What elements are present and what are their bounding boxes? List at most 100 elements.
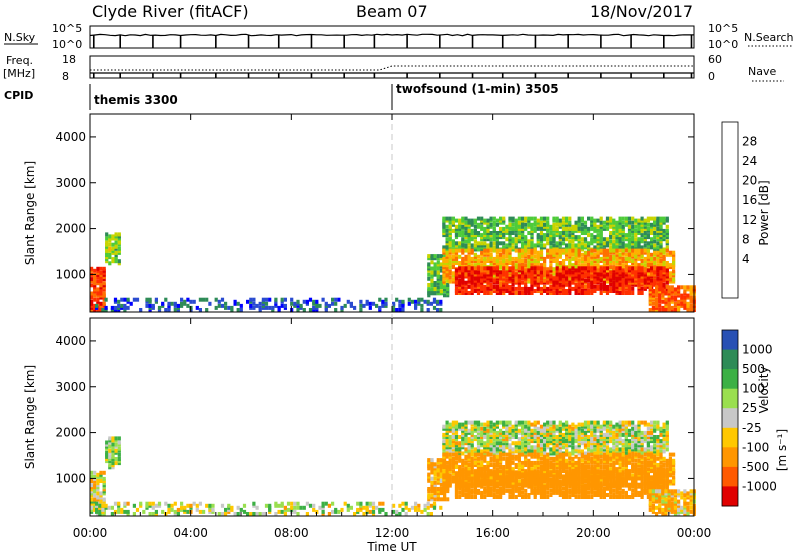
range-gate-cell: [624, 243, 628, 248]
range-gate-cell: [615, 467, 619, 472]
range-gate-cell: [615, 233, 619, 238]
range-gate-cell: [580, 428, 584, 433]
range-gate-cell: [268, 305, 272, 310]
range-gate-cell: [587, 452, 591, 457]
range-gate-cell: [439, 285, 443, 290]
range-gate-cell: [596, 239, 600, 244]
range-gate-cell: [602, 435, 606, 439]
range-gate-cell: [571, 266, 575, 271]
range-gate-cell: [527, 220, 531, 225]
range-gate-cell: [164, 308, 168, 312]
range-gate-cell: [637, 443, 641, 448]
range-gate-cell: [486, 222, 490, 227]
range-gate-cell: [631, 276, 635, 281]
range-gate-cell: [621, 426, 625, 431]
range-gate-cell: [334, 509, 338, 514]
range-gate-cell: [442, 256, 446, 261]
range-gate-cell: [439, 478, 443, 483]
range-gate-cell: [599, 477, 603, 482]
range-gate-cell: [283, 505, 287, 510]
range-gate-cell: [220, 303, 225, 308]
range-gate-cell: [96, 266, 100, 271]
range-gate-cell: [571, 463, 575, 467]
range-gate-cell: [627, 266, 632, 271]
range-gate-cell: [365, 299, 369, 304]
range-gate-cell: [499, 456, 503, 461]
range-gate-cell: [448, 216, 452, 221]
range-gate-cell: [574, 463, 578, 467]
range-gate-cell: [565, 250, 569, 255]
range-gate-cell: [568, 272, 572, 277]
range-gate-cell: [461, 224, 465, 229]
range-gate-cell: [558, 220, 562, 225]
range-gate-cell: [577, 237, 581, 242]
range-gate-cell: [486, 463, 490, 467]
range-gate-cell: [524, 263, 528, 268]
range-gate-cell: [511, 441, 515, 446]
range-gate-cell: [646, 441, 650, 446]
range-gate-cell: [689, 303, 693, 308]
range-gate-cell: [552, 216, 556, 221]
range-gate-cell: [665, 280, 669, 285]
range-gate-cell: [467, 449, 471, 454]
range-gate-cell: [464, 248, 468, 253]
range-gate-cell: [555, 268, 559, 273]
range-gate-cell: [427, 287, 431, 292]
range-gate-cell: [514, 441, 518, 446]
ytick-label: 4000: [55, 130, 86, 144]
range-gate-cell: [349, 303, 353, 308]
range-gate-cell: [454, 454, 459, 459]
range-gate-cell: [470, 259, 474, 263]
range-gate-cell: [662, 250, 666, 255]
range-gate-cell: [530, 256, 534, 261]
range-gate-cell: [495, 441, 499, 446]
range-gate-cell: [464, 263, 468, 268]
range-gate-cell: [476, 247, 481, 252]
range-gate-cell: [621, 467, 625, 472]
range-gate-cell: [552, 222, 556, 227]
range-gate-cell: [539, 231, 544, 235]
range-gate-cell: [558, 435, 562, 439]
range-gate-cell: [464, 420, 468, 425]
range-gate-cell: [646, 430, 650, 435]
range-gate-cell: [565, 483, 569, 488]
range-gate-cell: [117, 246, 121, 251]
range-gate-cell: [502, 435, 506, 439]
range-gate-cell: [631, 235, 635, 240]
range-gate-cell: [505, 237, 509, 242]
range-gate-cell: [442, 259, 446, 263]
range-gate-cell: [615, 226, 619, 231]
range-gate-cell: [483, 252, 487, 257]
range-gate-cell: [445, 216, 449, 221]
range-gate-cell: [577, 226, 581, 231]
range-gate-cell: [596, 420, 600, 425]
range-gate-cell: [580, 437, 584, 442]
range-gate-cell: [343, 501, 347, 506]
range-gate-cell: [527, 248, 531, 253]
range-gate-cell: [514, 426, 518, 431]
range-gate-cell: [446, 291, 450, 296]
range-gate-cell: [334, 308, 338, 312]
range-gate-cell: [565, 268, 569, 273]
range-gate-cell: [489, 259, 493, 263]
range-gate-cell: [621, 454, 625, 459]
range-gate-cell: [561, 422, 566, 427]
range-gate-cell: [643, 284, 647, 289]
range-gate-cell: [290, 301, 294, 306]
range-gate-cell: [602, 250, 606, 255]
range-gate-cell: [539, 280, 544, 285]
range-gate-cell: [489, 233, 493, 238]
range-gate-cell: [439, 262, 443, 267]
range-gate-cell: [530, 460, 534, 465]
range-gate-cell: [621, 441, 625, 446]
range-gate-cell: [609, 216, 613, 221]
range-gate-cell: [470, 250, 474, 255]
range-gate-cell: [615, 243, 619, 248]
range-gate-cell: [558, 449, 562, 454]
range-gate-cell: [677, 291, 681, 296]
range-gate-cell: [631, 272, 635, 277]
range-gate-cell: [458, 266, 462, 271]
range-gate-cell: [583, 467, 588, 472]
range-gate-cell: [96, 279, 100, 284]
